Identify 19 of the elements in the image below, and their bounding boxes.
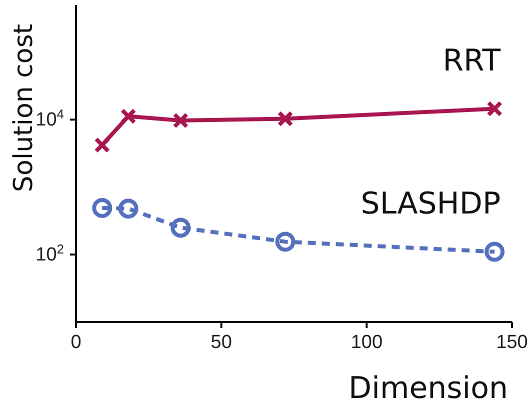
point bbox=[94, 137, 110, 154]
x-tick-label: 50 bbox=[210, 332, 232, 353]
point bbox=[275, 232, 296, 252]
point bbox=[118, 198, 138, 219]
point bbox=[92, 198, 112, 218]
y-tick-label: 10$^{4}$ bbox=[36, 106, 64, 131]
point bbox=[120, 108, 136, 124]
series-label: RRT bbox=[442, 44, 502, 79]
x-tick-label: 150 bbox=[496, 332, 528, 353]
point bbox=[170, 218, 191, 238]
point bbox=[172, 112, 189, 129]
x-tick-label: 100 bbox=[350, 332, 383, 353]
point bbox=[484, 242, 505, 262]
x-axis-title: Dimension bbox=[348, 371, 508, 406]
point bbox=[277, 110, 294, 127]
x-tick-label: 0 bbox=[70, 332, 82, 353]
y-tick-label: 10$^{2}$ bbox=[36, 241, 64, 266]
point bbox=[486, 100, 503, 117]
series-label: SLASHDP bbox=[360, 186, 501, 222]
